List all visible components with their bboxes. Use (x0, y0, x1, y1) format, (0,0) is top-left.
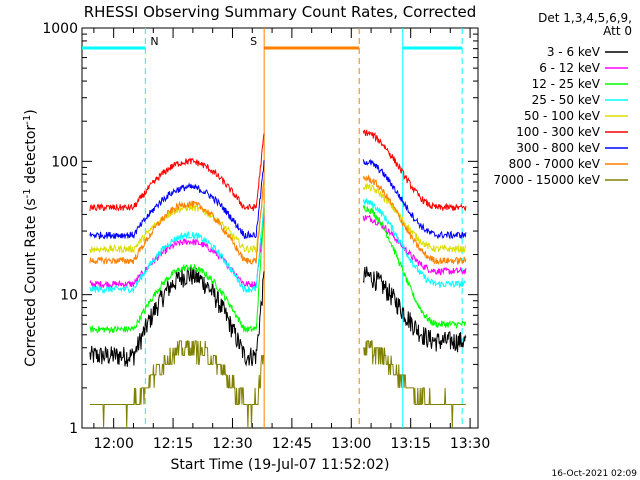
series-line-5-pre (89, 133, 265, 212)
x-tick-label: 13:15 (391, 436, 431, 452)
series-line-5-post (362, 129, 467, 212)
legend-label: 100 - 300 keV (516, 125, 600, 139)
x-tick-label: 12:30 (212, 436, 252, 452)
series-line-6-post (362, 159, 467, 240)
series-line-2-pre (89, 208, 265, 335)
series-line-8-pre (89, 340, 264, 429)
legend-label: 12 - 25 keV (532, 77, 601, 91)
plot-frame (81, 27, 479, 429)
legend-label: 3 - 6 keV (547, 45, 601, 59)
legend-label: 800 - 7000 keV (509, 157, 601, 171)
series-line-8-post (363, 340, 466, 429)
legend-header: Att 0 (603, 24, 632, 38)
series-line-2-post (362, 205, 467, 329)
series-line-4-pre (89, 184, 265, 255)
x-tick-label: 13:00 (331, 436, 371, 452)
chart-title: RHESSI Observing Summary Count Rates, Co… (84, 3, 477, 21)
legend-header: Det 1,3,4,5,6,9, (538, 11, 632, 25)
legend-label: 300 - 800 keV (516, 141, 600, 155)
series-line-7-pre (89, 178, 265, 265)
series-line-0-post (362, 266, 467, 353)
legend-label: 6 - 12 keV (539, 61, 601, 75)
x-tick-label: 12:00 (94, 436, 134, 452)
series-line-7-post (362, 174, 467, 265)
footer-date: 16-Oct-2021 02:09 (552, 469, 638, 479)
legend-label: 50 - 100 keV (524, 109, 601, 123)
plot-area: 1 10 100 1000 12:00 12:15 12:30 12:45 13:00 13:15… (42, 21, 490, 452)
x-tick-label: 13:30 (450, 436, 490, 452)
y-axis-label: Corrected Count Rate (s-1 detector-1) (22, 109, 39, 366)
series-line-6-pre (89, 160, 265, 240)
y-tick-label: 1000 (42, 21, 78, 37)
legend-label: 7000 - 15000 keV (493, 173, 600, 187)
y-tick-label: 1 (69, 421, 78, 437)
legend: 3 - 6 keV 6 - 12 keV 12 - 25 keV 25 - 50 ke… (493, 11, 632, 187)
series-line-0-pre (89, 266, 265, 367)
legend-label: 25 - 50 keV (532, 93, 601, 107)
series-line-4-post (362, 182, 467, 254)
series-line-3-pre (89, 204, 265, 295)
x-tick-label: 12:15 (153, 436, 193, 452)
flag-label-s: S (250, 35, 257, 48)
y-tick-label: 100 (51, 154, 78, 170)
flag-label-n: N (150, 35, 158, 48)
x-axis-label: Start Time (19-Jul-07 11:52:02) (170, 457, 389, 473)
y-tick-label: 10 (60, 288, 78, 304)
series-line-3-post (362, 198, 467, 289)
x-tick-label: 12:45 (272, 436, 312, 452)
